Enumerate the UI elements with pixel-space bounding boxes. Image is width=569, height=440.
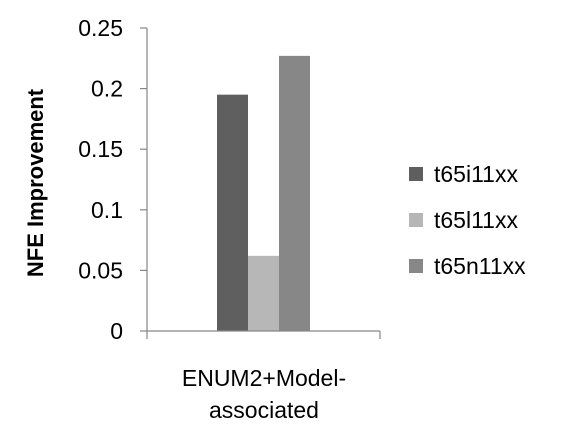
- bar-t65n11xx: [279, 55, 310, 331]
- bar-t65l11xx: [248, 255, 279, 331]
- y-tick-label: 0.05: [78, 257, 123, 283]
- y-tick-label: 0.2: [91, 76, 123, 102]
- legend-label-t65l11xx: t65l11xx: [434, 207, 518, 233]
- legend-swatch-t65i11xx: [409, 167, 423, 181]
- y-tick-label: 0.1: [91, 197, 123, 223]
- x-category-label-line-1: ENUM2+Model-: [182, 365, 346, 391]
- x-axis: ENUM2+Model- associated: [146, 330, 381, 423]
- legend: t65i11xx t65l11xx t65n11xx: [409, 161, 526, 279]
- y-axis: 0 0.05 0.1 0.15 0.2 0.25: [78, 15, 148, 344]
- legend-label-t65i11xx: t65i11xx: [434, 161, 518, 187]
- x-category-label-line-2: associated: [209, 397, 319, 423]
- legend-swatch-t65n11xx: [409, 259, 423, 273]
- legend-swatch-t65l11xx: [409, 213, 423, 227]
- y-tick-label: 0.25: [78, 15, 123, 41]
- bar-t65i11xx: [217, 94, 248, 331]
- y-tick-label: 0: [110, 318, 123, 344]
- plot-area: [217, 55, 310, 331]
- y-tick-label: 0.15: [78, 136, 123, 162]
- legend-label-t65n11xx: t65n11xx: [434, 253, 526, 279]
- y-axis-title: NFE Improvement: [23, 88, 48, 277]
